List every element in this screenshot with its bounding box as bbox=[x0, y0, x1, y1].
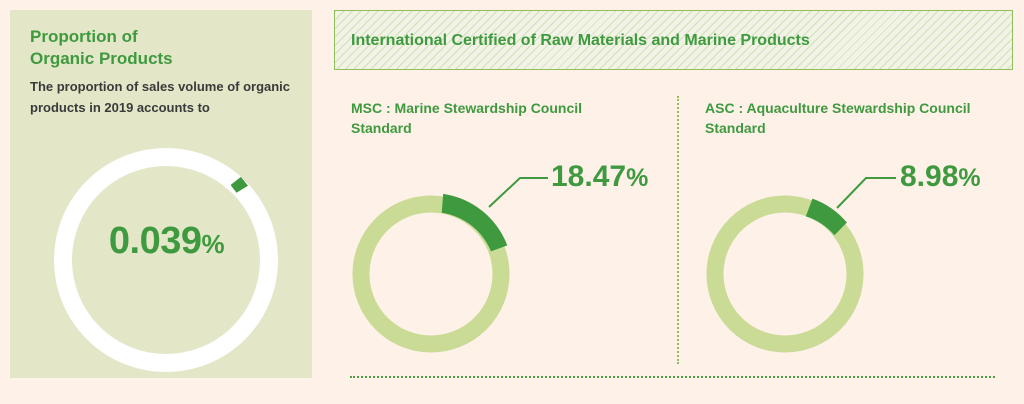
msc-title-line1: MSC : Marine Stewardship Council bbox=[351, 100, 583, 116]
msc-title-line2: Standard bbox=[351, 120, 412, 136]
organic-panel: Proportion of Organic Products The propo… bbox=[10, 10, 312, 378]
bottom-divider bbox=[350, 376, 995, 378]
asc-donut-track bbox=[706, 195, 864, 353]
asc-value-number: 8.98 bbox=[900, 160, 959, 193]
asc-title: ASC : Aquaculture Stewardship Council St… bbox=[705, 98, 1005, 138]
organic-description: The proportion of sales volume of organi… bbox=[30, 79, 291, 115]
organic-value-number: 0.039 bbox=[108, 220, 202, 262]
organic-donut-segment bbox=[230, 176, 248, 193]
organic-value-unit: % bbox=[201, 229, 225, 259]
msc-title: MSC : Marine Stewardship Council Standar… bbox=[351, 98, 651, 138]
organic-title: Proportion of Organic Products bbox=[30, 26, 173, 70]
column-divider bbox=[677, 96, 679, 364]
organic-donut-track bbox=[54, 148, 278, 372]
asc-value-unit: % bbox=[958, 164, 981, 192]
asc-value: 8.98% bbox=[900, 160, 981, 194]
msc-value-unit: % bbox=[626, 164, 649, 192]
organic-value: 0.039% bbox=[34, 220, 299, 263]
organic-donut bbox=[54, 148, 278, 372]
asc-donut-segment bbox=[805, 198, 847, 236]
banner-title: International Certified of Raw Materials… bbox=[351, 32, 810, 49]
msc-donut-track bbox=[352, 195, 510, 353]
msc-donut-segment bbox=[441, 193, 508, 252]
msc-value-number: 18.47 bbox=[551, 160, 627, 193]
asc-title-line1: ASC : Aquaculture Stewardship Council bbox=[705, 100, 971, 116]
asc-leader-line bbox=[836, 177, 896, 209]
organic-title-line1: Proportion of bbox=[30, 27, 138, 46]
certified-banner: International Certified of Raw Materials… bbox=[334, 10, 1013, 70]
msc-leader-line bbox=[488, 177, 548, 208]
asc-title-line2: Standard bbox=[705, 120, 766, 136]
organic-title-line2: Organic Products bbox=[30, 49, 173, 68]
msc-value: 18.47% bbox=[551, 160, 648, 194]
